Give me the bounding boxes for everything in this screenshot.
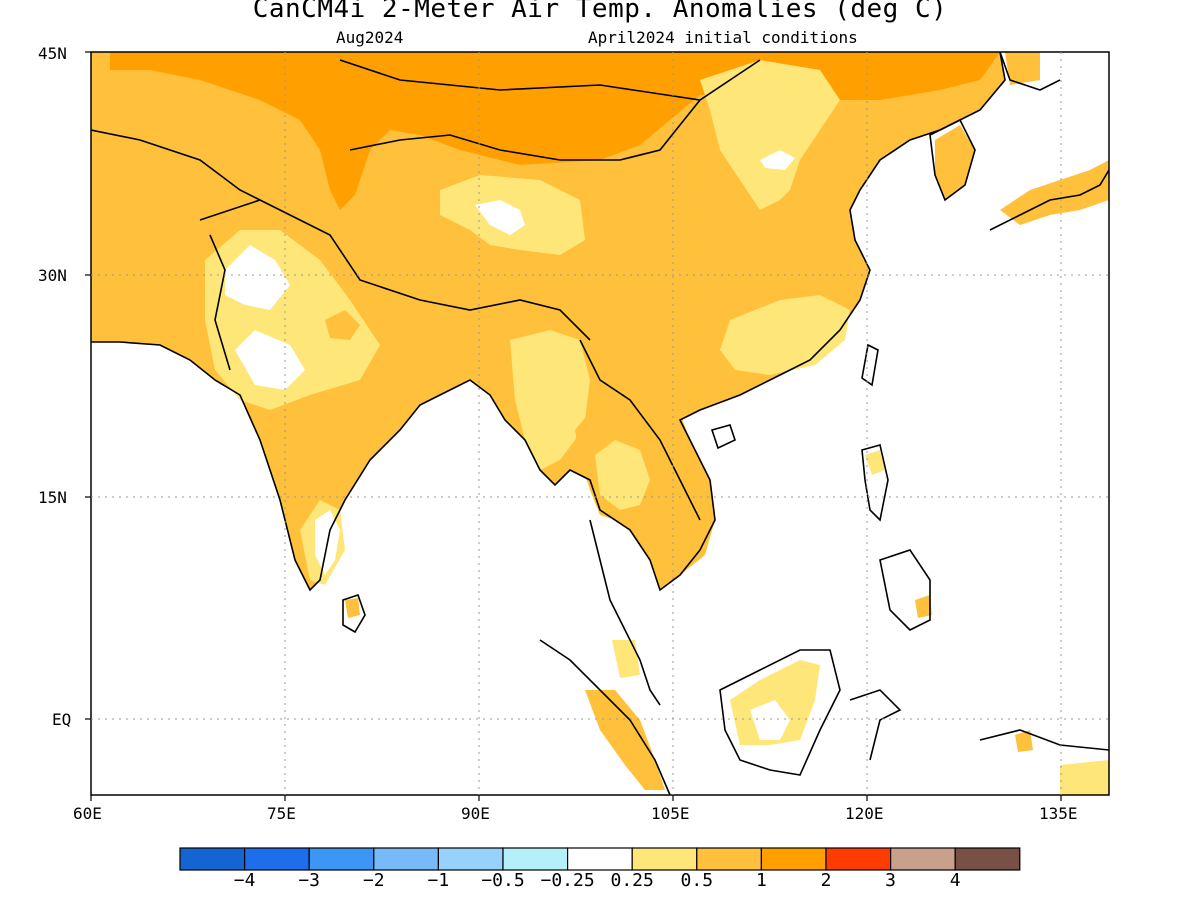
- sri-lanka-anomaly: [345, 598, 360, 618]
- malay-peninsula-coastline: [589, 519, 661, 706]
- sri-lanka-coastline: [342, 593, 366, 634]
- philippines-south-anomaly: [915, 595, 932, 618]
- asia-coastline: [91, 52, 1006, 592]
- mindanao-coastline: [879, 549, 931, 631]
- colorbar-swatch: [179, 847, 246, 871]
- philippines-anomaly: [865, 450, 885, 475]
- pakistan-neutral-area: [225, 245, 290, 310]
- sulawesi-coastline: [849, 689, 902, 761]
- colorbar-swatch: [696, 847, 762, 871]
- malaysia-weak-anomaly: [612, 640, 640, 678]
- colorbar-tick-label: 1: [755, 870, 767, 891]
- border-himalaya: [199, 199, 591, 341]
- lon-label-60e: 60E: [73, 804, 102, 823]
- colorbar-tick-label: 2: [820, 870, 832, 891]
- lon-label-90e: 90E: [461, 804, 490, 823]
- border-mongolia: [339, 59, 761, 101]
- colorbar-tick-label: 0.5: [680, 870, 714, 891]
- myanmar-weak-anomaly: [510, 330, 590, 470]
- lon-label-105e: 105E: [651, 804, 690, 823]
- japan-anomaly: [1000, 160, 1109, 225]
- japan-north-coastline: [999, 52, 1061, 91]
- initial-conditions-label: April2024 initial conditions: [588, 28, 858, 47]
- south-china-weak-anomaly: [720, 295, 850, 375]
- border-central-asia: [91, 129, 261, 201]
- colorbar-tick-label: 0.25: [610, 870, 654, 891]
- lat-label-30n: 30N: [38, 266, 67, 285]
- hainan-coastline: [710, 424, 736, 450]
- lon-label-120e: 120E: [845, 804, 884, 823]
- borneo-coastline: [719, 649, 841, 776]
- anomaly-shading: [91, 52, 1109, 795]
- border-pakistan-india: [209, 234, 231, 371]
- colorbar-swatch: [244, 847, 310, 871]
- tick-marks: [85, 51, 1062, 801]
- thailand-weak-anomaly: [595, 440, 650, 510]
- colorbar-swatch: [760, 847, 827, 871]
- moluccas-anomaly: [1015, 730, 1033, 752]
- colorbar-tick-label: −0.5: [481, 870, 525, 891]
- colorbar-swatch: [373, 847, 439, 871]
- sumatra-anomaly: [585, 690, 665, 790]
- sumatra-coastline: [539, 639, 671, 795]
- coastlines: [91, 52, 1109, 795]
- lat-label-45n: 45N: [38, 44, 67, 63]
- colorbar-swatch: [889, 847, 956, 871]
- colorbar-tick-label: −0.25: [540, 870, 595, 891]
- colorbar-tick-label: 4: [949, 870, 961, 891]
- gridlines: [91, 52, 1109, 795]
- korea-anomaly: [935, 125, 975, 200]
- tibet-neutral-area: [475, 200, 525, 235]
- luzon-coastline: [861, 444, 889, 522]
- colorbar-swatch: [825, 847, 892, 871]
- lon-label-135e: 135E: [1039, 804, 1078, 823]
- colorbar-swatch: [437, 847, 504, 871]
- map-title: CanCM4i 2-Meter Air Temp. Anomalies (deg…: [252, 0, 948, 24]
- north-china-neutral-area: [760, 150, 795, 170]
- border-tibet-china: [349, 99, 701, 161]
- colorbar-swatch: [954, 847, 1021, 871]
- border-indochina: [579, 339, 701, 521]
- new-guinea-anomaly: [1060, 760, 1109, 795]
- colorbar-tick-label: −4: [233, 870, 256, 891]
- colorbar-swatch: [566, 847, 633, 871]
- target-month-label: Aug2024: [336, 28, 404, 47]
- plot-frame: [90, 51, 1110, 796]
- lat-label-eq: EQ: [52, 710, 72, 729]
- central-india-strong-anomaly: [325, 310, 360, 340]
- borneo-neutral-area: [750, 700, 790, 740]
- new-guinea-coastline: [979, 729, 1109, 751]
- japan-coastline: [989, 169, 1109, 231]
- lon-label-75e: 75E: [267, 804, 296, 823]
- colorbar-tick-label: −3: [298, 870, 321, 891]
- colorbar-tick-label: 3: [885, 870, 897, 891]
- colorbar-swatch: [631, 847, 698, 871]
- korea-coastline: [929, 118, 976, 202]
- colorbar: [179, 847, 1021, 871]
- colorbar-swatch: [502, 847, 569, 871]
- colorbar-tick-label: −2: [362, 870, 385, 891]
- china-east-weak-anomaly: [700, 60, 840, 210]
- colorbar-tick-label: −1: [427, 870, 450, 891]
- india-nw-neutral-area: [235, 330, 305, 390]
- japan-north-anomaly: [1005, 52, 1040, 85]
- colorbar-swatch: [308, 847, 375, 871]
- taiwan-coastline: [861, 343, 879, 387]
- lat-label-15n: 15N: [38, 488, 67, 507]
